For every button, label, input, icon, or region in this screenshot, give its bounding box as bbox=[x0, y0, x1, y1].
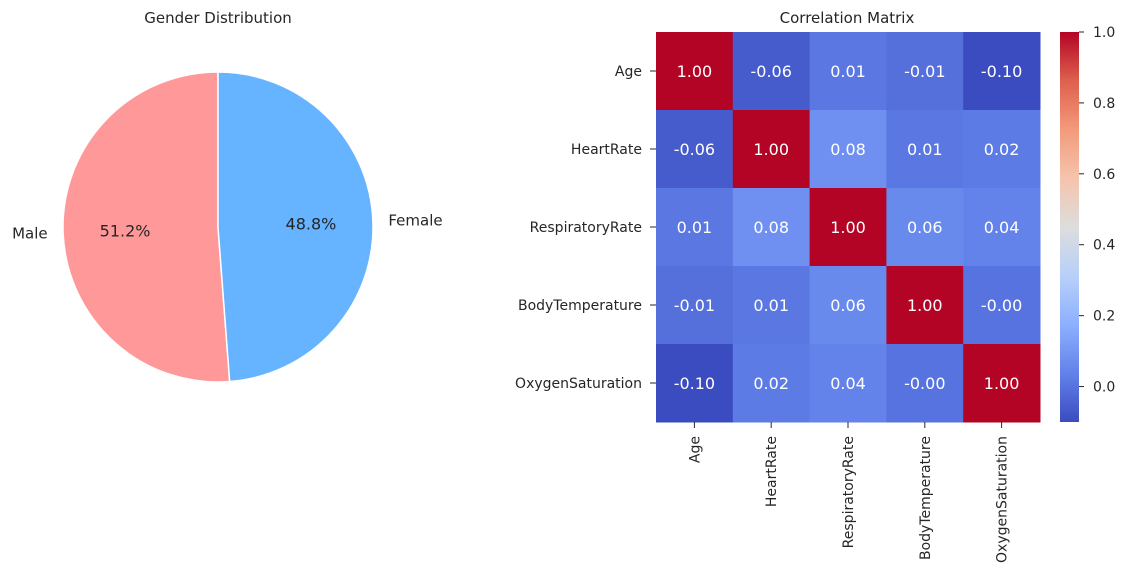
colorbar-tick-label: 0.0 bbox=[1093, 380, 1115, 396]
heatmap-cell bbox=[656, 110, 734, 189]
heatmap-cell bbox=[963, 344, 1041, 423]
heatmap-cell bbox=[656, 344, 734, 423]
heatmap-cell bbox=[809, 188, 887, 267]
pie-slice-female bbox=[217, 71, 374, 383]
pie-chart-title: Gender Distribution bbox=[144, 9, 292, 27]
heatmap-cell bbox=[732, 32, 811, 111]
heatmap-cell bbox=[809, 344, 887, 423]
heatmap-col-label: BodyTemperature bbox=[918, 436, 934, 560]
heatmap-annotation: 1.00 bbox=[984, 374, 1020, 393]
heatmap-row-label: OxygenSaturation bbox=[515, 376, 642, 392]
heatmap-annotation: 0.02 bbox=[984, 140, 1020, 159]
heatmap-cell bbox=[656, 32, 734, 111]
pie-slices bbox=[62, 71, 374, 383]
heatmap-cells bbox=[656, 32, 1041, 423]
heatmap-annotation: -0.10 bbox=[981, 62, 1022, 81]
pie-chart: Gender Distribution 51.2% Male 48.8% Female bbox=[12, 9, 443, 383]
heatmap-cell bbox=[886, 266, 964, 345]
pie-slice-male bbox=[62, 71, 231, 383]
heatmap-annotation: 0.08 bbox=[830, 140, 866, 159]
heatmap-cell bbox=[732, 110, 811, 189]
heatmap-cell bbox=[809, 32, 887, 111]
heatmap-col-labels: Age HeartRate RespiratoryRate BodyTemperatu… bbox=[687, 422, 1011, 563]
heatmap-annotation: 0.06 bbox=[830, 296, 866, 315]
heatmap-annotation: 0.01 bbox=[907, 140, 943, 159]
colorbar-ticks: 0.0 0.2 0.4 0.6 0.8 1.0 bbox=[1079, 25, 1115, 396]
heatmap-annotation: 0.01 bbox=[677, 218, 713, 237]
heatmap-annotation: -0.01 bbox=[904, 62, 945, 81]
heatmap-col-label: OxygenSaturation bbox=[995, 436, 1011, 563]
heatmap-cell bbox=[656, 188, 734, 267]
colorbar: 0.0 0.2 0.4 0.6 0.8 1.0 bbox=[1060, 25, 1115, 422]
heatmap-annotation: -0.01 bbox=[674, 296, 715, 315]
heatmap-col-label: HeartRate bbox=[764, 436, 780, 507]
pie-category-label: Female bbox=[388, 212, 442, 230]
heatmap-annotation: 0.01 bbox=[753, 296, 789, 315]
heatmap-cell bbox=[656, 266, 734, 345]
pie-percent-label: 51.2% bbox=[100, 222, 151, 241]
heatmap-cell bbox=[732, 344, 811, 423]
pie-category-label: Male bbox=[12, 224, 48, 242]
correlation-heatmap: Correlation Matrix 1.00 -0.06 0.01 -0.01 -0.… bbox=[515, 9, 1041, 563]
heatmap-cell bbox=[963, 188, 1041, 267]
heatmap-cell bbox=[732, 188, 811, 267]
heatmap-annotation: 0.01 bbox=[830, 62, 866, 81]
heatmap-annotation: -0.10 bbox=[674, 374, 715, 393]
colorbar-tick-label: 0.4 bbox=[1093, 238, 1115, 254]
pie-percent-label: 48.8% bbox=[286, 214, 337, 233]
heatmap-row-label: HeartRate bbox=[571, 142, 642, 158]
heatmap-cell bbox=[809, 110, 887, 189]
heatmap-annotation: 0.04 bbox=[984, 218, 1020, 237]
heatmap-annotation: 0.04 bbox=[830, 374, 866, 393]
heatmap-col-label: RespiratoryRate bbox=[841, 436, 857, 548]
heatmap-title: Correlation Matrix bbox=[780, 9, 915, 27]
heatmap-annotations: 1.00 -0.06 0.01 -0.01 -0.10 -0.06 1.00 0.08 0.01… bbox=[674, 62, 1023, 393]
colorbar-tick-label: 0.8 bbox=[1093, 96, 1115, 112]
heatmap-annotation: 0.08 bbox=[753, 218, 789, 237]
heatmap-cell bbox=[886, 344, 964, 423]
heatmap-annotation: 1.00 bbox=[677, 62, 713, 81]
heatmap-annotation: -0.06 bbox=[750, 62, 791, 81]
heatmap-annotation: 1.00 bbox=[753, 140, 789, 159]
heatmap-annotation: 0.06 bbox=[907, 218, 943, 237]
pie-labels: 51.2% Male 48.8% Female bbox=[12, 212, 443, 243]
heatmap-cell bbox=[963, 266, 1041, 345]
heatmap-cell bbox=[963, 32, 1041, 111]
heatmap-cell bbox=[886, 110, 964, 189]
heatmap-annotation: -0.06 bbox=[674, 140, 715, 159]
heatmap-annotation: 1.00 bbox=[830, 218, 866, 237]
heatmap-annotation: -0.00 bbox=[904, 374, 945, 393]
heatmap-row-label: RespiratoryRate bbox=[530, 220, 642, 236]
heatmap-cell bbox=[809, 266, 887, 345]
heatmap-row-label: Age bbox=[615, 64, 642, 80]
heatmap-row-labels: Age HeartRate RespiratoryRate BodyTemperatu… bbox=[515, 64, 656, 392]
heatmap-col-label: Age bbox=[687, 436, 703, 463]
heatmap-annotation: 0.02 bbox=[753, 374, 789, 393]
colorbar-gradient bbox=[1060, 32, 1079, 422]
colorbar-tick-label: 1.0 bbox=[1093, 25, 1115, 41]
heatmap-cell bbox=[886, 32, 964, 111]
colorbar-tick-label: 0.2 bbox=[1093, 309, 1115, 325]
heatmap-cell bbox=[732, 266, 811, 345]
heatmap-annotation: 1.00 bbox=[907, 296, 943, 315]
heatmap-annotation: -0.00 bbox=[981, 296, 1022, 315]
heatmap-cell bbox=[886, 188, 964, 267]
heatmap-cell bbox=[963, 110, 1041, 189]
colorbar-tick-label: 0.6 bbox=[1093, 167, 1115, 183]
heatmap-row-label: BodyTemperature bbox=[518, 298, 642, 314]
